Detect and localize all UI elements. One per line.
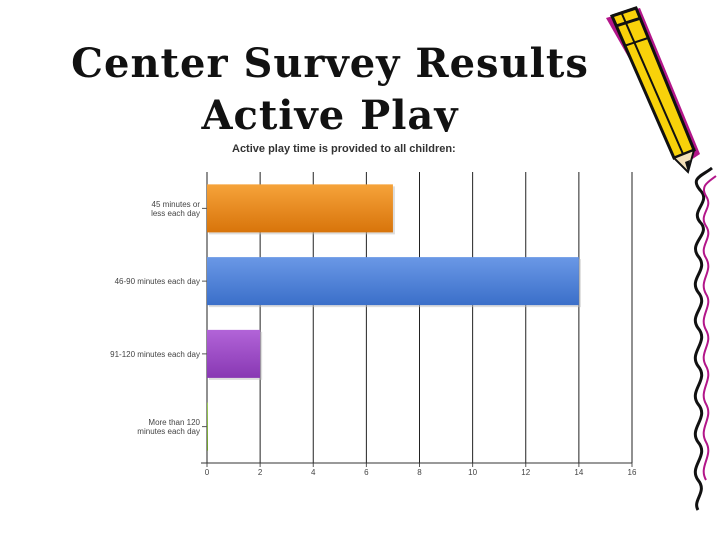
axes [201,207,633,467]
x-tick-label: 16 [628,468,637,477]
x-tick-label: 12 [521,468,530,477]
slide-title-line-1: Center Survey Results [71,40,589,87]
bar [207,184,393,233]
category-label: 45 minutes or [152,200,201,209]
x-tick-label: 4 [311,468,316,477]
slide-title-area: Center Survey Results Active Play [0,0,720,132]
bar [207,329,261,378]
x-tick-label: 6 [364,468,369,477]
category-label: 91-120 minutes each day [110,350,200,359]
x-tick-label: 14 [574,468,583,477]
slide-title: Center Survey Results Active Play [40,38,620,132]
bar [207,257,579,306]
bar [207,402,208,451]
chart-title: Active play time is provided to all chil… [232,143,456,155]
category-label: 46-90 minutes each day [115,277,200,286]
x-tick-label: 8 [417,468,422,477]
category-label: More than 120 [148,418,200,427]
category-label: less each day [151,209,200,218]
x-tick-label: 10 [468,468,477,477]
x-tick-label: 2 [258,468,263,477]
x-tick-label: 0 [205,468,210,477]
tick-labels: 0 2 4 6 8 10 12 14 16 [205,468,637,477]
category-label: minutes each day [137,427,200,436]
slide-title-line-2: Active Play [201,92,459,132]
bars [207,184,581,451]
